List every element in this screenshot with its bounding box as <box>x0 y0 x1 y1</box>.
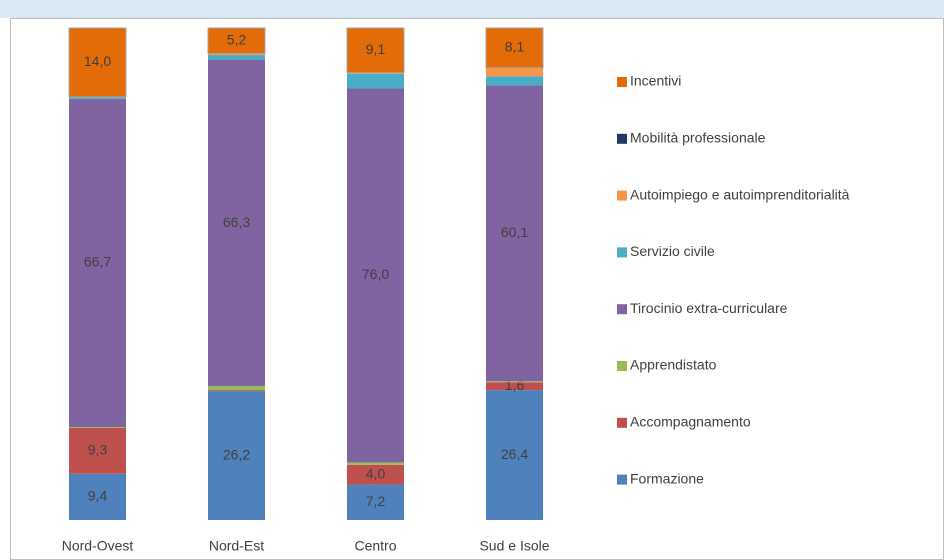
legend-swatch <box>617 133 627 144</box>
legend-swatch <box>617 361 627 371</box>
data-label: 9,1 <box>366 41 386 57</box>
legend-swatch <box>617 474 627 485</box>
bar-segment <box>69 427 126 474</box>
data-label: 8,1 <box>505 39 525 55</box>
bar-segment <box>346 27 405 74</box>
data-label: 4,0 <box>366 465 386 481</box>
legend-label: Autoimpiego e autoimprenditorialità <box>630 186 850 202</box>
data-label: 5,2 <box>227 31 247 47</box>
data-label: 76,0 <box>362 266 389 282</box>
legend-label: Apprendistato <box>630 357 717 373</box>
bar-segment <box>347 73 404 89</box>
bar-segment <box>69 427 126 428</box>
data-label: 26,2 <box>223 446 250 462</box>
legend-swatch <box>617 247 627 258</box>
data-label: 7,2 <box>366 493 386 509</box>
bar-segment <box>486 76 543 86</box>
x-tick-label: Nord-Ovest <box>62 538 134 554</box>
bar-segment <box>486 382 543 391</box>
data-label: 14,0 <box>84 53 111 69</box>
legend-label: Formazione <box>630 470 704 486</box>
legend-label: Accompagnamento <box>630 414 751 430</box>
bar-segment <box>347 484 404 520</box>
bar-segment <box>208 391 265 520</box>
legend-swatch <box>617 417 627 428</box>
data-label: 26,4 <box>501 446 528 462</box>
bar-segment <box>486 390 543 520</box>
bar-segment <box>486 85 543 382</box>
bar-segment <box>347 88 404 463</box>
data-label: 66,3 <box>223 214 250 230</box>
data-label: 66,7 <box>84 254 111 270</box>
bar-segment <box>69 473 126 520</box>
x-tick-label: Centro <box>354 538 396 554</box>
bar-segment <box>347 464 404 485</box>
bar-segment <box>69 96 126 99</box>
chart-frame <box>10 18 944 560</box>
bar-segment <box>485 27 544 69</box>
legend-label: Mobilità professionale <box>630 130 766 146</box>
data-label: 60,1 <box>501 224 528 240</box>
bar-segment <box>208 53 265 56</box>
x-tick-label: Sud e Isole <box>479 538 549 554</box>
legend-label: Incentivi <box>630 73 681 89</box>
legend-label: Servizio civile <box>630 243 715 259</box>
bar-segment <box>69 98 126 428</box>
legend-label: Tirocinio extra-curriculare <box>630 300 788 316</box>
legend-swatch <box>617 304 627 315</box>
bar-segment <box>207 27 266 55</box>
bar-segment <box>208 55 265 60</box>
bar-segment <box>208 386 265 391</box>
bar-segment <box>347 462 404 465</box>
bar-segment <box>208 59 265 387</box>
header-band <box>0 0 944 18</box>
legend-swatch <box>617 190 627 201</box>
bar-segment <box>486 67 543 77</box>
bar-segment <box>486 381 543 383</box>
bar-segment <box>68 27 127 98</box>
legend-swatch <box>617 77 627 87</box>
data-label: 9,3 <box>88 442 108 458</box>
bar-segment <box>208 390 265 392</box>
data-label: 9,4 <box>88 488 108 504</box>
x-tick-label: Nord-Est <box>209 538 264 554</box>
